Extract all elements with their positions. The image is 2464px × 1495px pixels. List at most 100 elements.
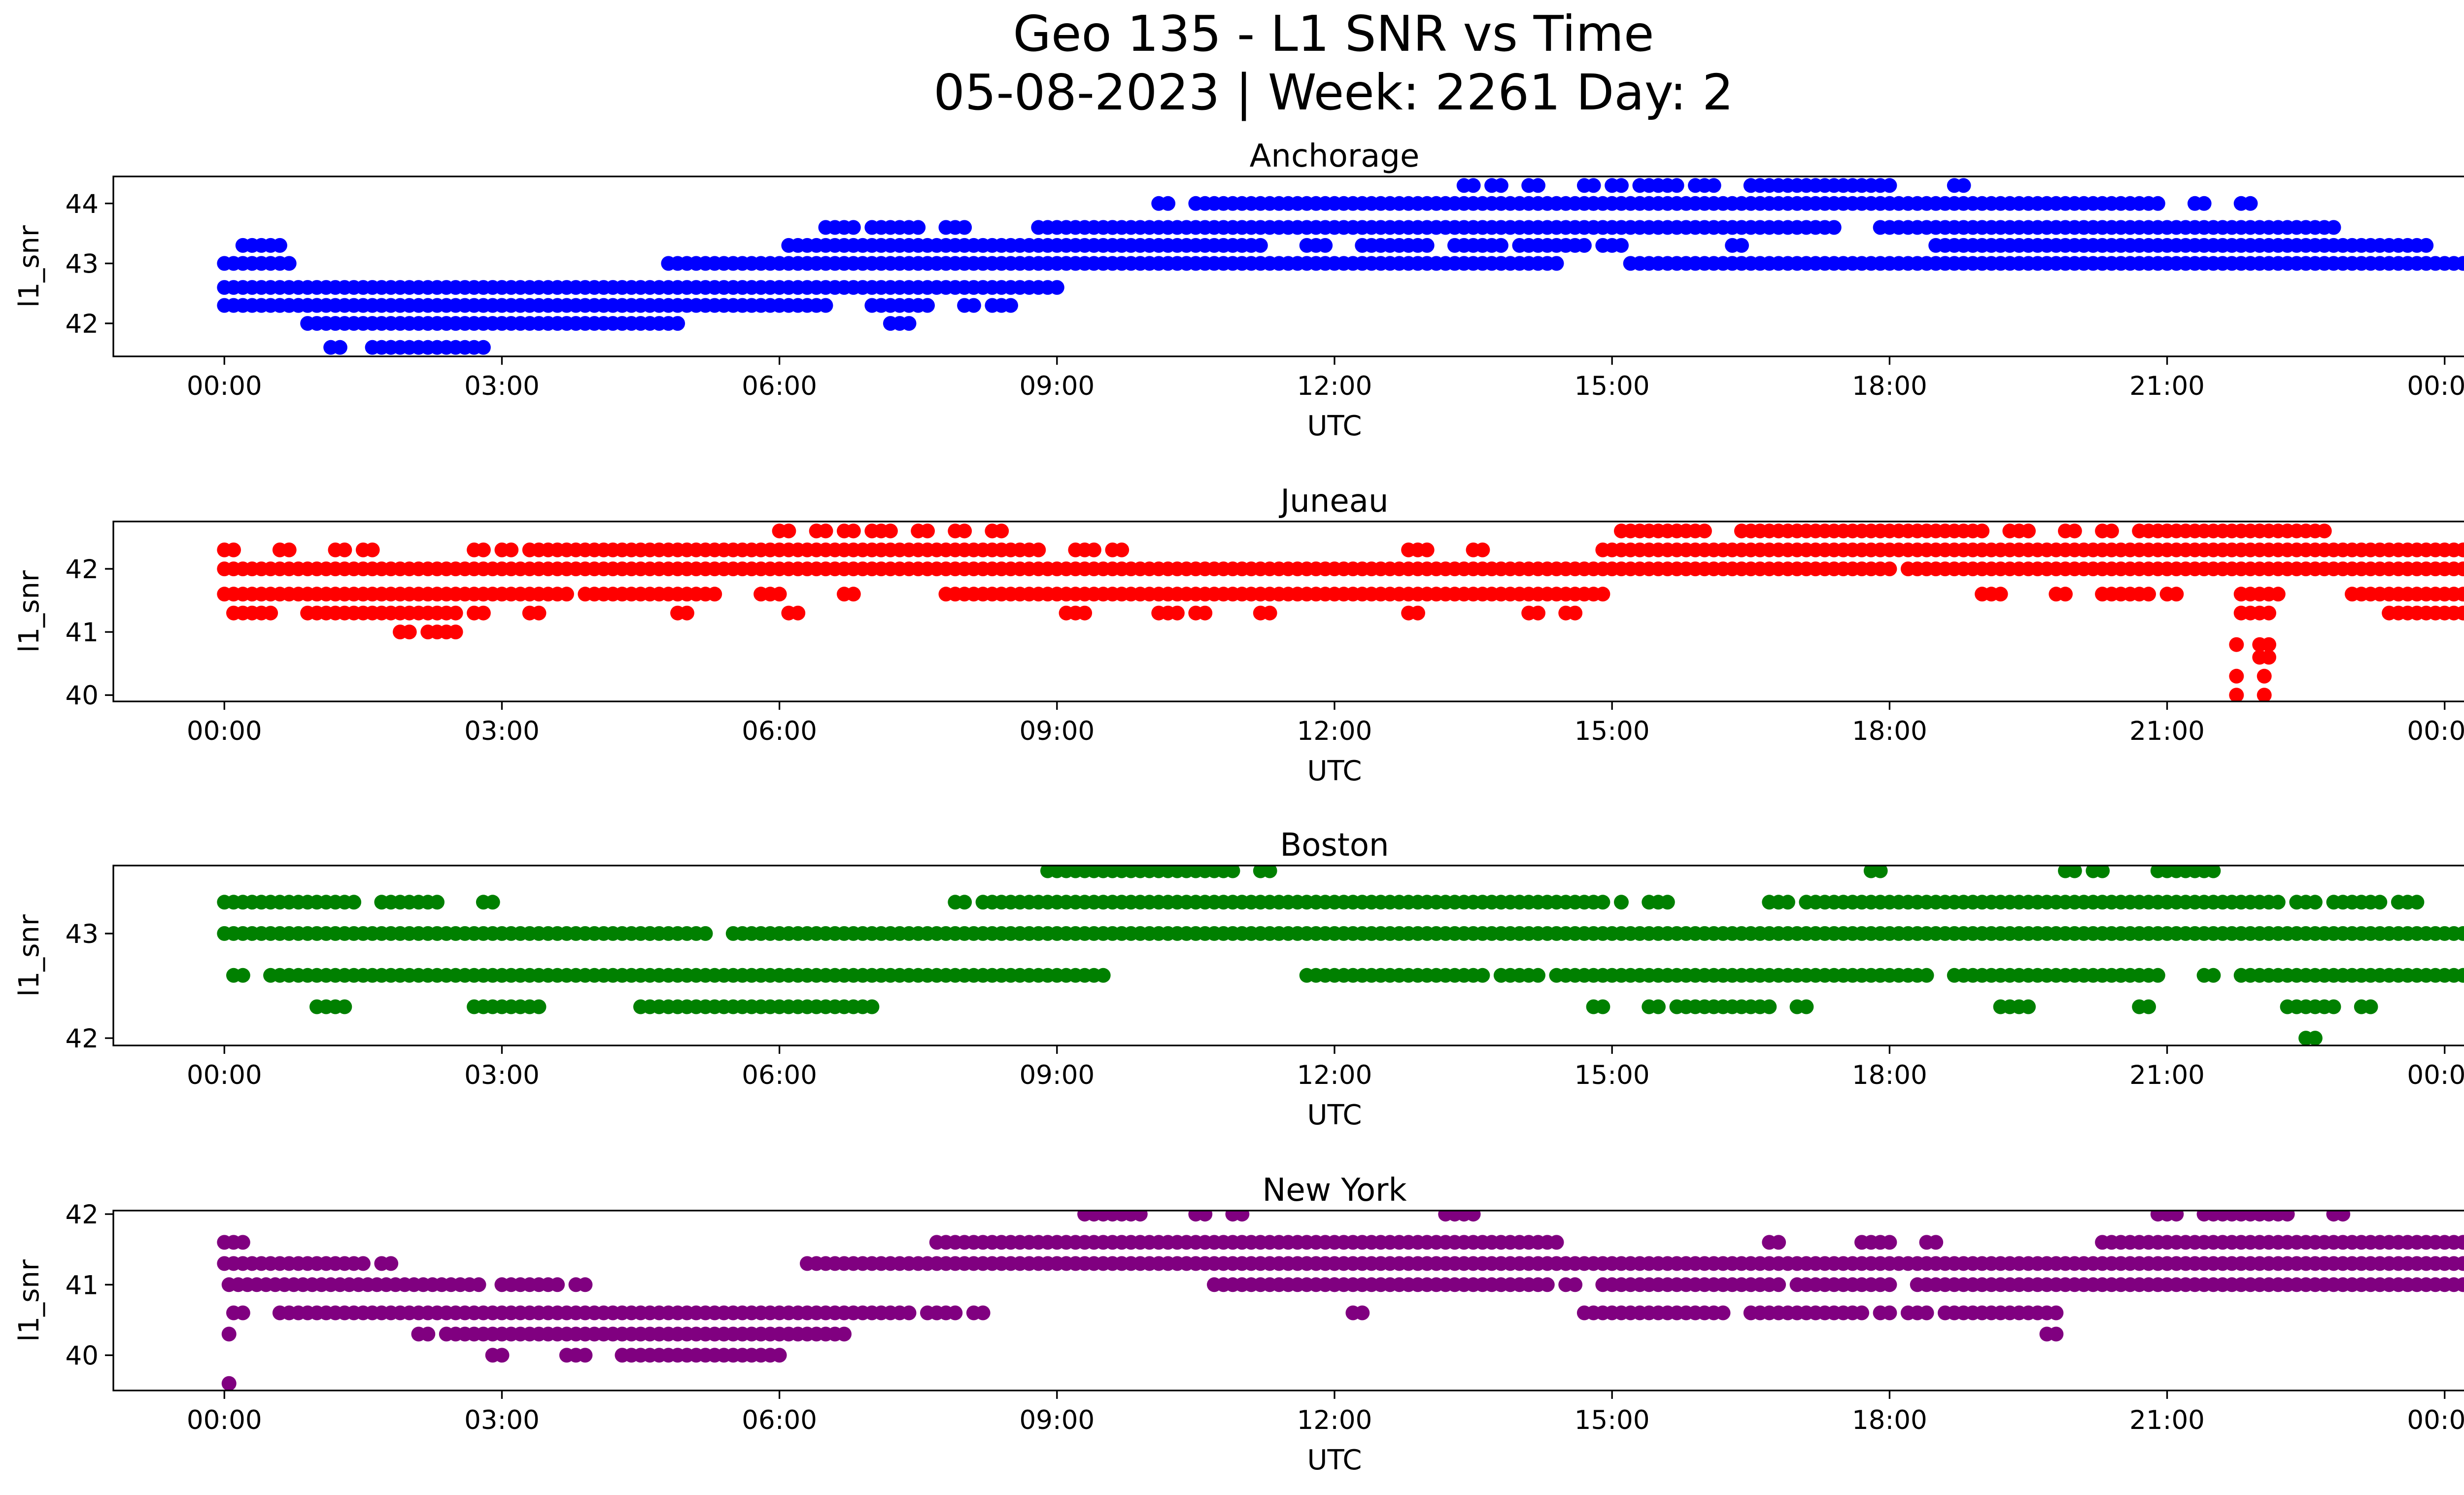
data-point bbox=[1355, 1305, 1370, 1321]
data-point bbox=[864, 999, 880, 1014]
data-point bbox=[1493, 238, 1508, 253]
subplot-anchorage: Anchorage 00:00 03:00 06:00 09:00 12:00 15:00 1… bbox=[13, 138, 2464, 442]
scatter-points bbox=[217, 1211, 2464, 1391]
data-point bbox=[670, 316, 685, 331]
data-point bbox=[531, 605, 547, 621]
data-point bbox=[1882, 1305, 1897, 1321]
data-point bbox=[2456, 587, 2464, 602]
data-point bbox=[707, 587, 722, 602]
x-tick-label: 12:00 bbox=[1297, 371, 1372, 401]
subplot-new-york: New York 00:00 03:00 06:00 09:00 12:00 15:00 18… bbox=[13, 1172, 2464, 1476]
data-point bbox=[846, 523, 861, 539]
data-point bbox=[1549, 256, 1564, 271]
x-tick-label: 00:00 bbox=[2407, 371, 2464, 401]
data-point bbox=[1586, 178, 1601, 193]
data-point bbox=[559, 587, 574, 602]
data-point bbox=[1466, 1211, 1481, 1222]
x-axis-label: UTC bbox=[1307, 410, 1362, 442]
data-point bbox=[2049, 1305, 2064, 1321]
data-point bbox=[2280, 1211, 2295, 1222]
data-point bbox=[1466, 178, 1481, 193]
data-point bbox=[2206, 866, 2221, 878]
data-point bbox=[837, 1326, 852, 1342]
subplot-panels: Anchorage 00:00 03:00 06:00 09:00 12:00 15:00 1… bbox=[13, 138, 2464, 1476]
data-point bbox=[1003, 298, 1018, 313]
data-point bbox=[1225, 866, 1240, 878]
x-tick-label: 18:00 bbox=[1852, 371, 1927, 401]
data-point bbox=[1771, 1277, 1786, 1292]
data-point bbox=[1132, 1211, 1148, 1222]
x-tick-label: 00:00 bbox=[187, 371, 262, 401]
data-point bbox=[2150, 968, 2165, 983]
data-point bbox=[883, 523, 898, 539]
data-point bbox=[2141, 587, 2156, 602]
x-tick-label: 03:00 bbox=[464, 1060, 540, 1090]
data-point bbox=[818, 523, 833, 539]
data-point bbox=[1919, 1305, 1934, 1321]
data-point bbox=[1882, 1235, 1897, 1250]
data-point bbox=[272, 238, 287, 253]
x-tick-label: 00:00 bbox=[2407, 716, 2464, 746]
data-point bbox=[1660, 895, 1675, 910]
data-point bbox=[346, 895, 362, 910]
x-tick-label: 15:00 bbox=[1574, 1405, 1650, 1435]
x-tick-label: 09:00 bbox=[1019, 716, 1095, 746]
data-point bbox=[2317, 523, 2332, 539]
data-point bbox=[1475, 542, 1490, 557]
y-tick-label: 41 bbox=[66, 618, 99, 648]
data-point bbox=[1595, 587, 1610, 602]
data-point bbox=[1873, 866, 1888, 878]
data-point bbox=[1919, 968, 1934, 983]
y-axis-label: l1_snr bbox=[13, 570, 45, 653]
data-point bbox=[1161, 196, 1176, 211]
x-tick-label: 06:00 bbox=[742, 1405, 817, 1435]
data-point bbox=[901, 316, 917, 331]
subplot-title: Anchorage bbox=[1250, 138, 1420, 174]
x-tick-label: 06:00 bbox=[742, 371, 817, 401]
data-point bbox=[1419, 238, 1435, 253]
data-point bbox=[2150, 196, 2165, 211]
data-point bbox=[402, 625, 417, 640]
data-point bbox=[1697, 523, 1712, 539]
data-point bbox=[365, 542, 380, 557]
x-tick-label: 09:00 bbox=[1019, 371, 1095, 401]
data-point bbox=[2104, 523, 2119, 539]
data-point bbox=[1568, 1277, 1583, 1292]
y-tick-label: 41 bbox=[66, 1270, 99, 1300]
y-tick-label: 42 bbox=[66, 1024, 99, 1054]
data-point bbox=[1253, 238, 1268, 253]
data-point bbox=[2058, 587, 2073, 602]
y-tick-label: 43 bbox=[66, 919, 99, 949]
data-point bbox=[2229, 637, 2244, 652]
data-point bbox=[1882, 178, 1897, 193]
data-point bbox=[1549, 1235, 1564, 1250]
data-point bbox=[1262, 866, 1277, 878]
data-point bbox=[1771, 1235, 1786, 1250]
data-point bbox=[957, 895, 972, 910]
data-point bbox=[1475, 968, 1490, 983]
data-point bbox=[337, 999, 352, 1014]
data-point bbox=[1198, 1211, 1213, 1222]
data-point bbox=[2067, 523, 2082, 539]
data-point bbox=[1540, 1277, 1555, 1292]
data-point bbox=[1234, 1211, 1250, 1222]
data-point bbox=[781, 523, 796, 539]
data-point bbox=[920, 298, 935, 313]
x-tick-label: 21:00 bbox=[2129, 716, 2205, 746]
data-point bbox=[1568, 605, 1583, 621]
scatter-points bbox=[217, 866, 2464, 1045]
scatter-points bbox=[217, 178, 2464, 355]
data-point bbox=[772, 587, 787, 602]
data-point bbox=[957, 523, 972, 539]
y-tick-label: 40 bbox=[66, 1341, 99, 1371]
data-point bbox=[383, 1256, 399, 1271]
data-point bbox=[2456, 968, 2464, 983]
data-point bbox=[2307, 895, 2323, 910]
data-point bbox=[476, 542, 491, 557]
data-point bbox=[1095, 968, 1111, 983]
data-point bbox=[1077, 605, 1093, 621]
data-point bbox=[263, 605, 278, 621]
data-point bbox=[948, 1305, 963, 1321]
data-point bbox=[698, 926, 713, 941]
